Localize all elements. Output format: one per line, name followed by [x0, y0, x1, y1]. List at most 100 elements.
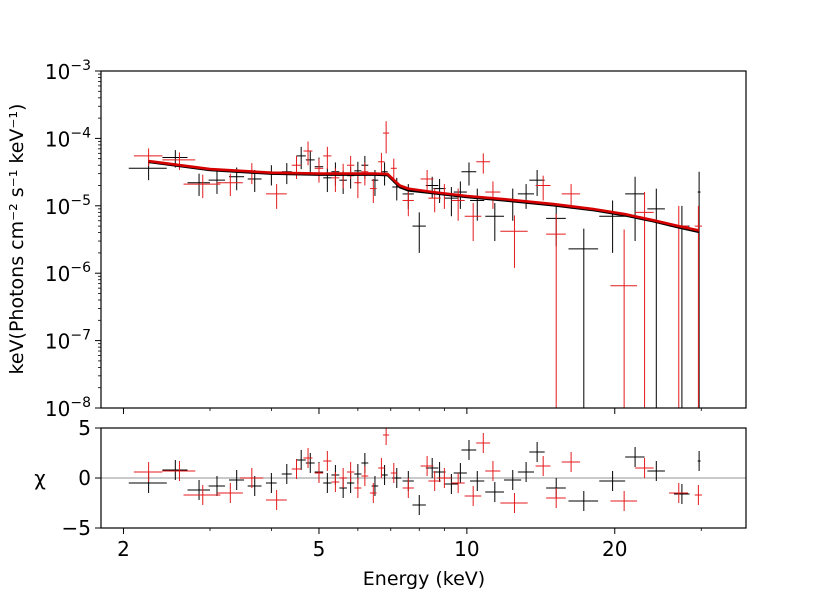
residual-panel: −5 0 5 2 5 10 20 χ Energy (keV): [34, 416, 747, 590]
residual-y-tick-label: −5: [62, 516, 91, 540]
data-red-point: [303, 141, 313, 166]
resid-red-point: [669, 483, 689, 503]
resid-red-point: [420, 456, 434, 476]
data-black-point: [673, 205, 690, 408]
resid-black-point: [323, 473, 332, 493]
data-black-point: [503, 188, 522, 221]
data-black-point: [485, 203, 504, 242]
resid-black-point: [265, 473, 277, 493]
resid-black-point: [453, 463, 467, 483]
spectrum-y-axis: 10−8 10−7 10−6 10−5 10−4 10−3: [45, 58, 101, 421]
data-black-point: [305, 150, 315, 174]
spectrum-panel: 10−8 10−7 10−6 10−5 10−4 10−3 keV(Photons cm⁻…: [6, 58, 747, 421]
resid-red-point: [265, 490, 287, 510]
resid-red-point: [464, 486, 482, 506]
data-black-point: [265, 165, 277, 186]
data-black-point: [187, 173, 210, 196]
data-red-point: [500, 215, 528, 268]
data-black-point: [425, 176, 439, 199]
data-red-point: [378, 152, 385, 175]
resid-red-point: [476, 433, 491, 453]
resid-red-point: [402, 478, 414, 498]
resid-black-point: [433, 462, 446, 482]
x-tick-label: 5: [313, 537, 326, 561]
resid-red-point: [378, 458, 385, 478]
data-black-point: [461, 162, 477, 186]
resid-black-point: [625, 447, 645, 467]
resid-black-point: [412, 495, 426, 515]
resid-red-point: [162, 461, 196, 481]
spectrum-x-axis-ticks: [122, 408, 702, 414]
data-red-point: [464, 203, 482, 242]
model-red-line: [148, 159, 700, 232]
resid-red-point: [635, 458, 654, 478]
data-black-point: [529, 169, 545, 196]
data-red-point: [216, 173, 243, 196]
data-red-point: [354, 172, 362, 199]
residual-x-axis: 2 5 10 20: [117, 528, 702, 561]
resid-red-point: [369, 483, 377, 503]
resid-red-point: [354, 478, 362, 498]
resid-red-point: [535, 456, 551, 476]
spectrum-model-layer: [148, 159, 700, 234]
spectrum-y-axis-label: keV(Photons cm⁻² s⁻¹ keV⁻¹): [6, 104, 28, 375]
resid-black-point: [162, 460, 188, 480]
resid-red-point: [239, 468, 264, 488]
data-red-point: [314, 158, 324, 183]
residual-data-layer: [128, 428, 702, 515]
data-red-point: [535, 175, 551, 201]
resid-black-point: [425, 458, 439, 478]
resid-red-point: [561, 452, 581, 472]
y-tick-label: 10−8: [45, 395, 91, 421]
resid-red-point: [291, 459, 302, 479]
resid-black-point: [247, 476, 262, 496]
resid-black-point: [503, 470, 522, 490]
data-red-point: [369, 178, 377, 204]
resid-red-point: [216, 483, 243, 503]
data-black-point: [568, 228, 599, 408]
data-red-point: [610, 229, 638, 408]
resid-red-point: [303, 448, 313, 468]
resid-black-point: [229, 470, 245, 490]
data-black-point: [517, 184, 535, 209]
data-red-point: [183, 174, 221, 199]
resid-black-point: [599, 471, 626, 491]
data-red-point: [485, 181, 501, 209]
data-black-point: [599, 200, 626, 253]
resid-black-point: [470, 471, 485, 491]
resid-black-point: [647, 461, 665, 481]
data-black-point: [412, 212, 426, 253]
y-tick-label: 10−6: [45, 260, 91, 286]
resid-black-point: [485, 482, 504, 502]
data-red-point: [694, 205, 702, 408]
resid-red-point: [694, 485, 702, 505]
data-red-point: [323, 146, 332, 170]
resid-red-point: [331, 472, 340, 492]
residual-y-axis: −5 0 5: [62, 416, 101, 540]
data-red-point: [331, 168, 340, 193]
data-red-point: [420, 169, 434, 193]
data-black-point: [296, 146, 306, 170]
y-tick-label: 10−4: [45, 125, 91, 151]
data-red-point: [546, 213, 566, 408]
spectrum-plot-frame: [100, 70, 747, 409]
data-black-point: [647, 188, 665, 408]
data-red-point: [561, 184, 581, 209]
resid-black-point: [461, 440, 477, 460]
y-tick-label: 10−3: [45, 58, 91, 84]
resid-red-point: [314, 463, 324, 483]
resid-black-point: [444, 474, 459, 494]
y-tick-label: 10−7: [45, 328, 91, 354]
resid-red-point: [437, 468, 452, 488]
data-black-point: [444, 187, 459, 217]
residual-y-tick-label: 0: [78, 466, 91, 490]
resid-red-point: [390, 463, 397, 483]
residual-y-tick-label: 5: [78, 416, 91, 440]
resid-black-point: [305, 453, 315, 473]
data-red-point: [339, 163, 347, 189]
data-red-point: [265, 184, 287, 209]
y-tick-label: 10−5: [45, 193, 91, 219]
x-axis-label: Energy (keV): [363, 568, 485, 590]
resid-red-point: [500, 493, 528, 513]
